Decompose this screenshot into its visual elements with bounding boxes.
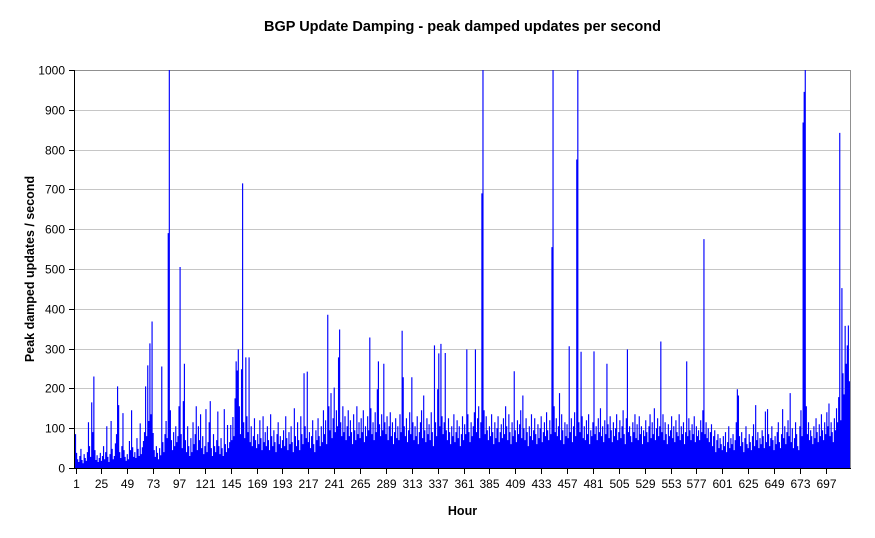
chart-title: BGP Update Damping - peak damped updates… [264,19,661,35]
y-tick-label: 0 [58,462,65,476]
x-tick-label: 25 [95,477,109,491]
x-tick-label: 673 [790,477,810,491]
x-tick-label: 193 [272,477,292,491]
y-tick-label: 700 [45,183,65,197]
y-tick-label: 600 [45,223,65,237]
x-tick-label: 73 [147,477,161,491]
x-tick-label: 625 [738,477,758,491]
y-tick-label: 1000 [38,64,65,78]
bar-series [74,70,851,468]
y-tick-label: 500 [45,263,65,277]
x-tick-label: 337 [428,477,448,491]
x-tick-label: 313 [402,477,422,491]
y-tick-label: 200 [45,382,65,396]
y-tick-label: 800 [45,144,65,158]
x-tick-label: 49 [121,477,135,491]
x-tick-label: 97 [173,477,187,491]
x-tick-label: 145 [221,477,241,491]
x-tick-label: 481 [583,477,603,491]
x-tick-label: 217 [298,477,318,491]
x-tick-label: 577 [686,477,706,491]
y-tick-label: 100 [45,422,65,436]
y-tick-label: 900 [45,104,65,118]
x-tick-label: 409 [505,477,525,491]
x-tick-label: 361 [454,477,474,491]
x-tick-label: 553 [661,477,681,491]
x-tick-label: 265 [350,477,370,491]
x-tick-label: 601 [712,477,732,491]
x-tick-label: 1 [73,477,80,491]
x-tick-label: 241 [324,477,344,491]
x-tick-label: 121 [195,477,215,491]
x-tick-label: 457 [557,477,577,491]
y-tick-label: 400 [45,303,65,317]
y-tick-label: 300 [45,343,65,357]
x-tick-label: 289 [376,477,396,491]
x-tick-label: 529 [635,477,655,491]
x-tick-label: 505 [609,477,629,491]
x-axis-title: Hour [447,504,478,518]
x-tick-label: 649 [764,477,784,491]
x-tick-label: 433 [531,477,551,491]
x-tick-label: 697 [816,477,836,491]
x-tick-label: 169 [247,477,267,491]
x-tick-label: 385 [479,477,499,491]
